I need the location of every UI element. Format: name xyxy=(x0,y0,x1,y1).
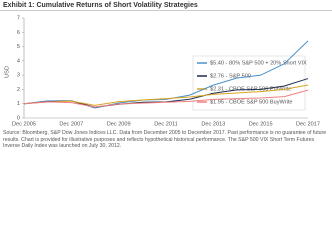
legend-label: $1.95 - CBOE S&P 500 BuyWrite xyxy=(210,99,293,105)
series-line xyxy=(23,84,309,106)
x-tick-label: Dec 2013 xyxy=(201,121,225,127)
x-tick-label: Dec 2015 xyxy=(249,121,273,127)
legend-box xyxy=(192,55,306,111)
y-tick-label: 0 xyxy=(17,115,20,121)
source-note: Source: Bloomberg, S&P Dow Jones Indices… xyxy=(3,130,327,150)
y-tick-label: 7 xyxy=(17,15,20,21)
y-tick-label: 6 xyxy=(17,30,20,36)
page: {"chart_data": {"type": "line", "title":… xyxy=(0,1,332,150)
chart-title: Exhibit 1: Cumulative Returns of Short V… xyxy=(3,2,198,9)
y-tick-label: 2 xyxy=(17,87,20,93)
legend: $5.40 - 80% S&P 500 + 20% Short VIX $2.76… xyxy=(192,55,307,111)
legend-label: $2.76 - S&P 500 xyxy=(210,73,251,79)
chart: Exhibit 1: Cumulative Returns of Short V… xyxy=(0,2,332,127)
x-tick-label: Dec 2011 xyxy=(154,121,178,127)
x-tick-label: Dec 2007 xyxy=(59,121,83,127)
legend-label: $5.40 - 80% S&P 500 + 20% Short VIX xyxy=(210,60,307,66)
y-tick-label: 5 xyxy=(17,44,20,50)
x-tick-label: Dec 2005 xyxy=(12,121,36,127)
series-line xyxy=(23,89,309,108)
y-tick-label: 1 xyxy=(17,101,20,107)
x-tick-label: Dec 2017 xyxy=(296,121,320,127)
y-tick-label: 4 xyxy=(17,58,20,64)
x-tick-label: Dec 2009 xyxy=(107,121,131,127)
y-tick-label: 3 xyxy=(17,73,20,79)
y-axis-label: USD xyxy=(4,66,10,78)
